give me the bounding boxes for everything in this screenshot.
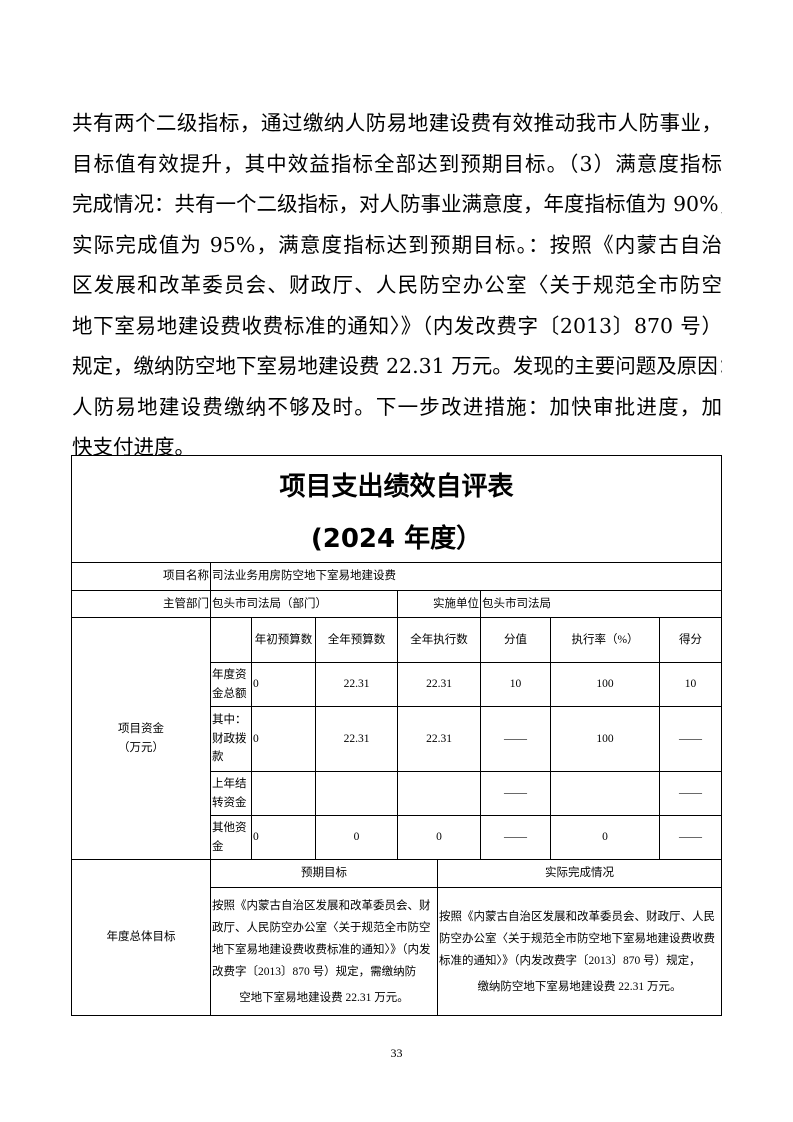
header-cell: 全年预算数	[315, 617, 398, 663]
header-cell	[210, 617, 252, 663]
paragraph-line: 规定，缴纳防空地下室易地建设费 22.31 万元。发现的主要问题及原因：	[72, 354, 722, 378]
cell	[251, 771, 316, 816]
cell: ——	[480, 771, 551, 816]
row-label: 上年结转资金	[210, 771, 252, 816]
header-cell: 得分	[658, 617, 723, 663]
cell: 22.31	[315, 662, 398, 707]
table-row: 其中：财政拨款 0 22.31 22.31 —— 100 ——	[72, 706, 723, 772]
cell: ——	[658, 771, 723, 816]
header-cell: 全年执行数	[397, 617, 481, 663]
goal-table: 年度总体目标 预期目标 实际完成情况 按照《内蒙古自治区发展和改革委员会、财政厅…	[71, 859, 722, 1016]
paragraph-line: 目标值有效提升，其中效益指标全部达到预期目标。（3）满意度指标	[72, 151, 722, 176]
cell	[550, 771, 660, 816]
goal-label: 年度总体目标	[71, 859, 211, 1016]
cell: 0	[550, 815, 660, 860]
paragraph-line: 人防易地建设费缴纳不够及时。下一步改进措施：加快审批进度，加	[72, 394, 722, 419]
paragraph-line: 区发展和改革委员会、财政厅、人民防空办公室〈关于规范全市防空	[72, 273, 722, 297]
cell: 100	[550, 662, 660, 707]
cell: 0	[397, 815, 481, 860]
header-cell: 执行率（%）	[550, 617, 660, 663]
expected-goal: 按照《内蒙古自治区发展和改革委员会、财政厅、人民防空办公室〈关于规范全市防空地下…	[210, 887, 438, 1016]
cell: 22.31	[397, 706, 481, 772]
paragraph-line: 实际完成值为 95%，满意度指标达到预期目标。：按照《内蒙古自治	[72, 232, 722, 257]
body-paragraph: 共有两个二级指标，通过缴纳人防易地建设费有效推动我市人防事业， 目标值有效提升，…	[72, 103, 722, 468]
row-label: 年度资金总额	[210, 662, 252, 707]
cell: ——	[480, 706, 551, 772]
cell: 0	[251, 815, 316, 860]
cell: 0	[251, 706, 316, 772]
actual-header: 实际完成情况	[437, 859, 722, 888]
paragraph-line: 地下室易地建设费收费标准的通知〉》（内发改费字〔2013〕870 号）	[72, 313, 722, 338]
cell: 22.31	[397, 662, 481, 707]
actual-result-text-end: 缴纳防空地下室易地建设费 22.31 万元。	[477, 980, 682, 993]
expected-goal-text-end: 空地下室易地建设费 22.31 万元。	[239, 991, 409, 1004]
cell: ——	[658, 706, 723, 772]
cell: 100	[550, 706, 660, 772]
row-label: 其他资金	[210, 815, 252, 860]
expected-goal-text: 按照《内蒙古自治区发展和改革委员会、财政厅、人民防空办公室〈关于规范全市防空地下…	[212, 899, 431, 978]
dept: 包头市司法局（部门）	[210, 590, 398, 618]
cell: ——	[480, 815, 551, 860]
header-cell: 年初预算数	[251, 617, 316, 663]
cell: 0	[251, 662, 316, 707]
funds-label-line: 项目资金	[118, 723, 164, 736]
paragraph-line: 完成情况：共有一个二级指标，对人防事业满意度，年度指标值为 90%，	[72, 192, 722, 216]
project-name-label: 项目名称	[71, 562, 211, 591]
funds-label-line: （万元）	[118, 741, 164, 754]
performance-table: 项目支出绩效自评表 (2024 年度） 项目名称 司法业务用房防空地下室易地建设…	[70, 455, 723, 860]
cell: 10	[480, 662, 551, 707]
paragraph-line: 共有两个二级指标，通过缴纳人防易地建设费有效推动我市人防事业，	[72, 111, 722, 135]
impl: 包头市司法局	[479, 590, 723, 618]
actual-result: 按照《内蒙古自治区发展和改革委员会、财政厅、人民防空办公室〈关于规范全市防空地下…	[437, 887, 722, 1016]
cell	[397, 771, 481, 816]
table-title-cell: 项目支出绩效自评表 (2024 年度）	[70, 455, 723, 563]
header-cell: 分值	[480, 617, 551, 663]
cell	[315, 771, 398, 816]
cell: 10	[658, 662, 723, 707]
cell: ——	[658, 815, 723, 860]
actual-result-text: 按照《内蒙古自治区发展和改革委员会、财政厅、人民防空办公室〈关于规范全市防空地下…	[439, 910, 715, 967]
dept-label: 主管部门	[71, 590, 211, 618]
cell: 0	[315, 815, 398, 860]
expected-header: 预期目标	[210, 859, 438, 888]
row-label: 其中：财政拨款	[210, 706, 252, 772]
cell: 22.31	[315, 706, 398, 772]
table-row: 年度资金总额 0 22.31 22.31 10 100 10	[72, 662, 723, 707]
table-subtitle: (2024 年度）	[310, 524, 483, 554]
funds-label: 项目资金 （万元）	[71, 617, 211, 860]
impl-label: 实施单位	[397, 590, 481, 618]
page-number: 33	[390, 1046, 403, 1060]
table-row: 上年结转资金 —— ——	[72, 771, 723, 816]
project-name: 司法业务用房防空地下室易地建设费	[209, 562, 723, 591]
table-title: 项目支出绩效自评表	[279, 472, 514, 502]
